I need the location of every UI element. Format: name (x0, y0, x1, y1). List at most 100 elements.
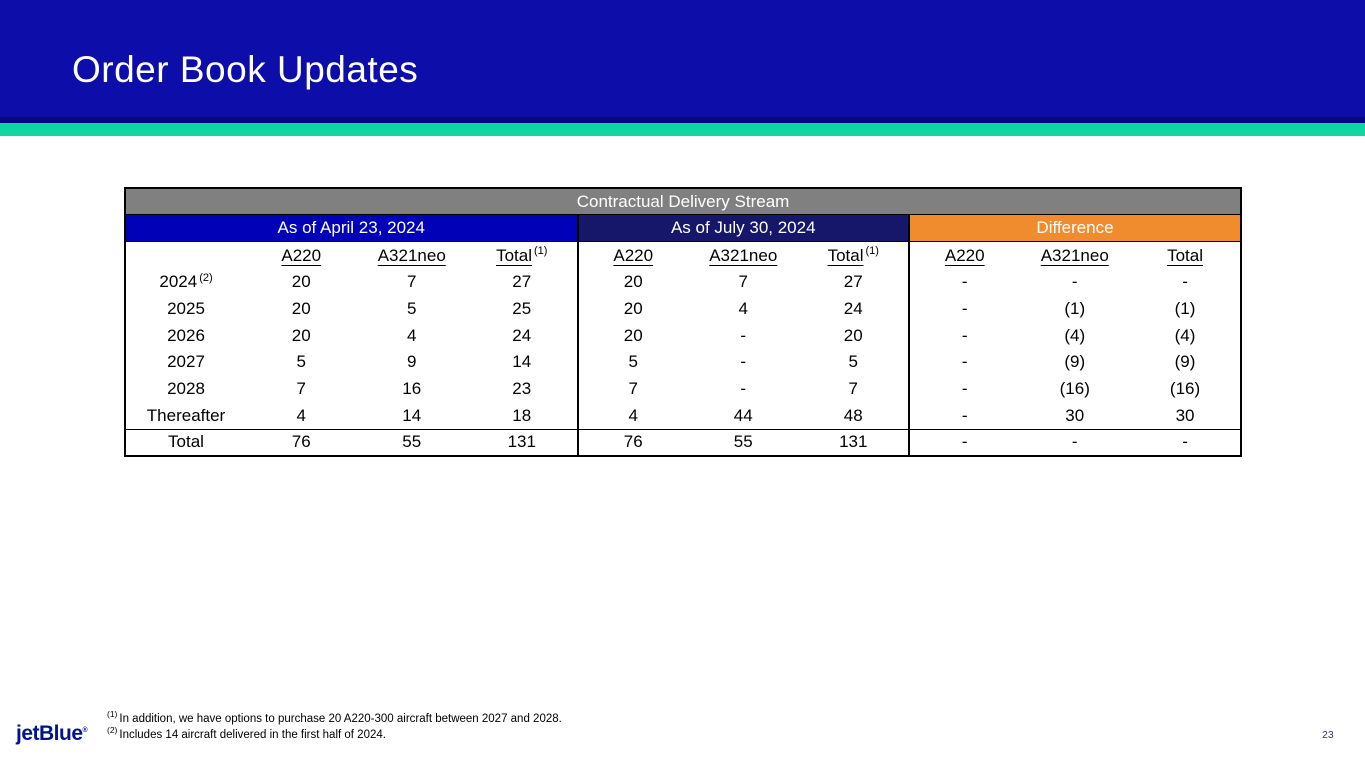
cell: 20 (291, 325, 311, 345)
cell: 20 (623, 325, 643, 345)
cell: 7 (407, 272, 417, 292)
column-header-label: Total (496, 245, 532, 265)
cell: (16) (1059, 379, 1090, 399)
column-header-a220-3: A220 (578, 242, 689, 270)
row-label-text: Thereafter (146, 405, 226, 425)
cell: - (740, 379, 747, 399)
cell: 5 (407, 299, 417, 319)
footnote-1-marker: (1) (107, 709, 118, 720)
cell: 7 (798, 375, 910, 403)
cell: - (1182, 272, 1188, 292)
header-band: Order Book Updates (0, 0, 1365, 123)
cell: - (740, 325, 747, 345)
delivery-table-wrap: Contractual Delivery Stream As of April … (124, 187, 1243, 457)
cell: (1) (1064, 299, 1086, 319)
table-row-thereafter: Thereafter 4 14 18 4 44 48-30 30 (125, 402, 1241, 430)
cell: 16 (402, 379, 422, 399)
footnote-2-text: Includes 14 aircraft delivered in the fi… (119, 729, 386, 741)
cell: 18 (467, 402, 579, 430)
contractual-delivery-table: Contractual Delivery Stream As of April … (124, 187, 1243, 457)
cell: - (961, 299, 968, 319)
column-header-total-8: Total (1130, 242, 1241, 270)
group-header-row: As of April 23, 2024 As of July 30, 2024 D… (125, 214, 1242, 242)
cell: - (1130, 428, 1242, 456)
accent-stripe (0, 123, 1365, 136)
cell: (4) (1064, 325, 1086, 345)
column-header-label: A220 (944, 245, 985, 265)
cell: 20 (623, 299, 643, 319)
cell: 7 (296, 379, 306, 399)
column-header-a321neo-1: A321neo (357, 242, 468, 270)
cell: 5 (798, 349, 910, 376)
row-label: 2028 (125, 376, 246, 403)
row-label-text: 2026 (167, 325, 205, 345)
cell: - (909, 428, 1020, 456)
cell: 4 (296, 405, 306, 425)
cell: 131 (467, 428, 579, 456)
cell: 23 (467, 375, 579, 403)
cell: 20 (291, 299, 311, 319)
group-header-2: Difference (909, 214, 1242, 242)
cell: 44 (733, 405, 753, 425)
table-title-row: Contractual Delivery Stream (125, 188, 1242, 215)
column-header-total-5: Total (1) (798, 241, 910, 269)
cell: (16) (1169, 379, 1201, 399)
cell: 76 (246, 428, 357, 456)
column-header-total-2: Total (1) (467, 241, 579, 269)
table-row-2026: 2026 20 4 24 20 - 20 - (4) (4) (125, 322, 1241, 350)
cell: - (1019, 428, 1130, 456)
cell: (4) (1174, 325, 1196, 345)
cell: - (961, 272, 968, 292)
cell: 14 (467, 349, 579, 376)
column-header-a321neo-4: A321neo (688, 242, 799, 270)
jetblue-logo: jetBlue® (16, 722, 88, 746)
footnote-2: (2) Includes 14 aircraft delivered in the… (107, 725, 562, 743)
row-label: 2025 (125, 296, 246, 323)
table-row-2028: 2028 7 16 23 7 - 7 - (16) (16) (125, 375, 1241, 403)
row-label-header-empty (125, 242, 246, 270)
row-label-text: Total (168, 432, 204, 452)
cell: 30 (1065, 405, 1085, 425)
row-label-text: 2028 (167, 379, 205, 399)
cell: - (961, 379, 968, 399)
cell: - (1071, 272, 1078, 292)
cell: 7 (628, 379, 638, 399)
cell: 24 (798, 295, 910, 323)
cell: 4 (628, 405, 638, 425)
cell: - (961, 352, 968, 372)
column-header-label: A321neo (377, 245, 446, 265)
cell: 27 (798, 269, 910, 296)
column-header-a220-6: A220 (909, 242, 1020, 270)
cell: 5 (628, 352, 638, 372)
cell: 20 (798, 322, 910, 350)
group-header-0: As of April 23, 2024 (125, 214, 579, 242)
group-header-1: As of July 30, 2024 (577, 214, 910, 242)
column-header-label: A220 (613, 245, 654, 265)
footnote-2-marker: (2) (107, 725, 118, 736)
table-row-2024: 2024 (2) 20 7 27 20 7 27 - - - (125, 269, 1241, 296)
cell: 55 (356, 428, 467, 456)
cell: 20 (623, 272, 643, 292)
cell: 131 (798, 428, 910, 456)
table-row-total: Total 76 55 131 76 55 131- - - (125, 428, 1242, 456)
column-header-a220-0: A220 (246, 242, 357, 270)
cell: 9 (407, 352, 417, 372)
cell: 20 (291, 272, 311, 292)
row-label: 2027 (125, 349, 246, 376)
registered-mark: ® (82, 727, 88, 734)
cell: 30 (1175, 405, 1195, 425)
row-label: 2024 (2) (125, 269, 246, 296)
jetblue-logo-text: jetBlue (16, 722, 83, 745)
cell: 55 (688, 428, 799, 456)
column-header-label: Total (827, 245, 864, 265)
cell: 4 (738, 299, 748, 319)
row-label-footnote-ref: (2) (199, 271, 213, 284)
cell: 27 (467, 269, 579, 296)
cell: 4 (407, 325, 417, 345)
cell: 48 (798, 402, 910, 430)
table-title: Contractual Delivery Stream (125, 188, 1242, 215)
cell: (9) (1064, 352, 1086, 372)
column-header-label: A321neo (709, 245, 778, 265)
cell: (9) (1174, 352, 1196, 372)
cell: 14 (402, 405, 422, 425)
